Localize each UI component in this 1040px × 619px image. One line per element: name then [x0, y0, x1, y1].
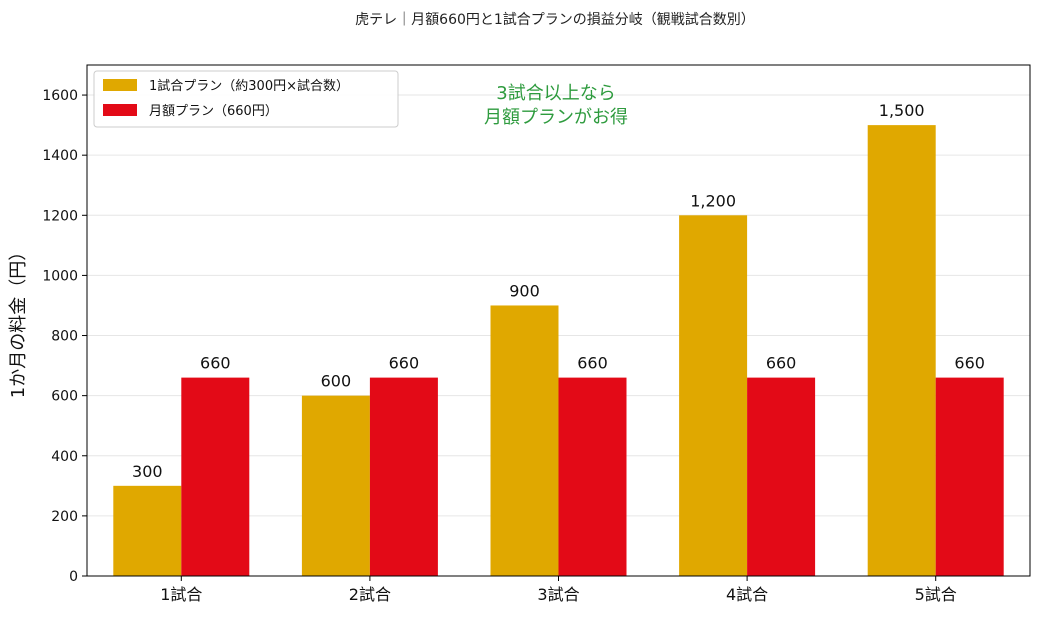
bar	[679, 215, 748, 576]
y-tick-label: 600	[51, 389, 78, 405]
y-tick-label: 0	[69, 569, 78, 585]
data-label: 300	[132, 462, 163, 481]
data-label: 660	[389, 354, 420, 373]
data-label: 660	[577, 354, 608, 373]
y-tick-label: 1400	[42, 148, 78, 164]
legend-swatch	[103, 104, 137, 116]
legend-label: 月額プラン（660円）	[149, 104, 278, 119]
annotation-text: 月額プランがお得	[484, 107, 628, 128]
y-tick-label: 400	[51, 449, 78, 465]
data-label: 600	[321, 372, 352, 391]
y-axis-label: 1か月の料金（円）	[8, 243, 29, 398]
bar	[490, 305, 559, 576]
bar	[301, 395, 370, 576]
x-axis: 1試合 2試合 3試合 4試合 5試合	[160, 576, 957, 604]
data-label: 900	[509, 281, 540, 300]
legend-box	[93, 70, 399, 128]
x-tick-label: 1試合	[160, 585, 202, 604]
bar	[867, 125, 936, 576]
y-tick-label: 1200	[42, 208, 78, 224]
data-label: 660	[766, 354, 797, 373]
x-tick-label: 2試合	[349, 585, 391, 604]
data-labels: 300 660 600 660 900 660 1,200 660 1,500 660	[132, 101, 985, 481]
x-tick-label: 4試合	[726, 585, 768, 604]
y-tick-label: 1600	[42, 88, 78, 104]
y-axis: 0 200 400 600 800 1000 1200 1400 1600	[42, 88, 87, 585]
bar	[558, 377, 627, 576]
y-tick-label: 1000	[42, 268, 78, 284]
data-label: 660	[200, 354, 231, 373]
data-label: 1,200	[690, 191, 736, 210]
legend: 1試合プラン（約300円×試合数） 月額プラン（660円）	[93, 70, 399, 128]
x-tick-label: 5試合	[915, 585, 957, 604]
bar	[747, 377, 816, 576]
bar	[935, 377, 1004, 576]
data-label: 660	[954, 354, 985, 373]
legend-label: 1試合プラン（約300円×試合数）	[149, 78, 349, 94]
chart-title: 虎テレ｜月額660円と1試合プランの損益分岐（観戦試合数別）	[355, 11, 755, 28]
y-tick-label: 800	[51, 329, 78, 345]
bar	[113, 485, 182, 576]
bar	[369, 377, 438, 576]
annotation-text: 3試合以上なら	[496, 83, 615, 104]
bar	[181, 377, 250, 576]
y-tick-label: 200	[51, 509, 78, 525]
data-label: 1,500	[879, 101, 925, 120]
x-tick-label: 3試合	[537, 585, 579, 604]
legend-swatch	[103, 79, 137, 91]
bars	[113, 125, 1004, 576]
